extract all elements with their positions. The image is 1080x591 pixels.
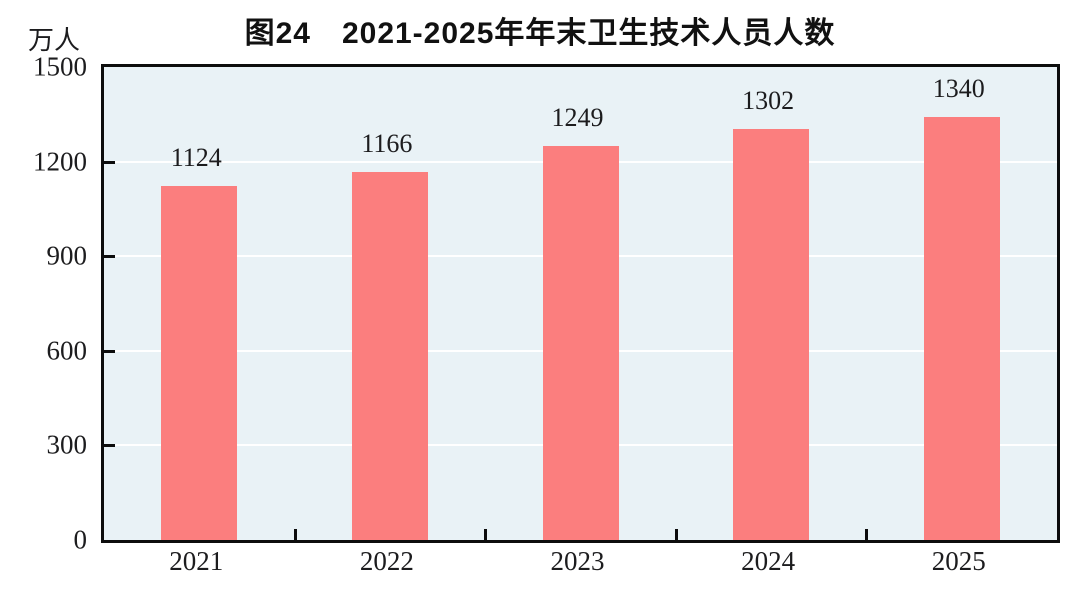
x-axis-tick-3	[674, 529, 678, 540]
bar-value-label-2024: 1302	[742, 86, 795, 116]
bar-2025	[923, 117, 1000, 540]
x-axis-label-2025: 2025	[931, 546, 986, 576]
chart-title: 图24 2021-2025年年末卫生技术人员人数	[244, 17, 836, 50]
bar-value-label-2025: 1340	[932, 74, 985, 104]
y-axis-tick-label-900: 900	[46, 240, 88, 271]
y-axis-unit-label: 万人	[28, 26, 81, 55]
x-axis-label-2022: 2022	[359, 546, 414, 576]
bar-2024	[733, 129, 810, 540]
bar-value-label-2022: 1166	[361, 129, 413, 159]
plot-area	[101, 64, 1060, 543]
x-axis-label-2021: 2021	[169, 546, 224, 576]
y-axis-tick-label-300: 300	[46, 429, 88, 460]
bar-2021	[161, 185, 238, 540]
x-axis-tick-2	[484, 529, 488, 540]
y-axis-tick-label-0: 0	[73, 524, 88, 555]
y-axis-tick-label-1500: 1500	[33, 51, 87, 82]
y-axis-tick-1200	[104, 160, 115, 164]
y-axis-tick-600	[104, 349, 115, 353]
x-axis-label-2023: 2023	[550, 546, 605, 576]
x-axis-label-2024: 2024	[741, 546, 796, 576]
y-axis-tick-900	[104, 255, 115, 259]
y-axis-tick-300	[104, 444, 115, 448]
bar-2022	[351, 172, 428, 540]
bar-value-label-2023: 1249	[551, 103, 604, 133]
bar-2023	[542, 146, 619, 540]
x-axis-tick-1	[293, 529, 297, 540]
bar-value-label-2021: 1124	[170, 142, 222, 172]
y-axis-tick-label-1200: 1200	[33, 146, 87, 177]
y-axis-tick-label-600: 600	[46, 335, 88, 366]
x-axis-tick-4	[865, 529, 869, 540]
